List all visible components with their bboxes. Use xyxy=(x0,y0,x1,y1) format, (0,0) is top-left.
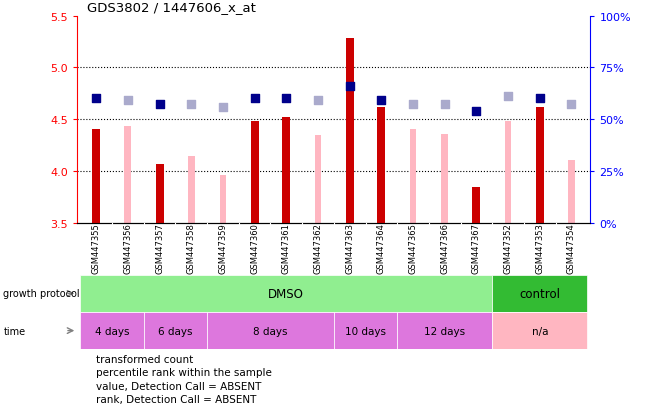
Text: GSM447358: GSM447358 xyxy=(187,223,196,273)
Point xyxy=(186,101,197,107)
Point xyxy=(123,98,134,104)
Bar xyxy=(493,313,587,349)
Bar xyxy=(315,135,321,223)
Bar xyxy=(568,161,575,223)
Bar xyxy=(282,118,291,223)
Bar xyxy=(188,157,195,223)
Text: growth protocol: growth protocol xyxy=(3,289,80,299)
Point xyxy=(281,96,292,102)
Point xyxy=(566,101,577,107)
Text: DMSO: DMSO xyxy=(268,287,304,300)
Text: GSM447352: GSM447352 xyxy=(504,223,513,273)
Bar xyxy=(536,107,544,223)
Text: transformed count: transformed count xyxy=(96,354,193,364)
Point xyxy=(344,83,355,90)
Text: GSM447361: GSM447361 xyxy=(282,223,291,273)
Text: GSM447363: GSM447363 xyxy=(345,222,354,273)
Bar xyxy=(493,275,587,312)
Text: GSM447366: GSM447366 xyxy=(440,222,449,273)
Text: GSM447359: GSM447359 xyxy=(219,223,227,273)
Bar xyxy=(377,107,385,223)
Text: value, Detection Call = ABSENT: value, Detection Call = ABSENT xyxy=(96,381,261,391)
Bar xyxy=(410,130,417,223)
Text: control: control xyxy=(519,287,560,300)
Bar xyxy=(207,313,334,349)
Bar xyxy=(505,122,511,223)
Bar xyxy=(346,39,354,223)
Bar xyxy=(397,313,493,349)
Bar xyxy=(144,313,207,349)
Text: 12 days: 12 days xyxy=(424,326,465,336)
Text: GSM447367: GSM447367 xyxy=(472,222,481,273)
Point xyxy=(249,96,260,102)
Text: GSM447364: GSM447364 xyxy=(377,223,386,273)
Text: time: time xyxy=(3,326,25,336)
Text: GSM447362: GSM447362 xyxy=(313,223,323,273)
Bar xyxy=(92,130,100,223)
Text: 6 days: 6 days xyxy=(158,326,193,336)
Point xyxy=(408,101,419,107)
Text: GSM447353: GSM447353 xyxy=(535,223,544,273)
Point xyxy=(217,104,228,111)
Bar xyxy=(156,164,164,223)
Text: GDS3802 / 1447606_x_at: GDS3802 / 1447606_x_at xyxy=(87,1,256,14)
Text: rank, Detection Call = ABSENT: rank, Detection Call = ABSENT xyxy=(96,394,256,404)
Bar xyxy=(251,122,258,223)
Bar xyxy=(219,176,226,223)
Point xyxy=(503,94,513,100)
Text: n/a: n/a xyxy=(531,326,548,336)
Point xyxy=(313,98,323,104)
Point xyxy=(154,101,165,107)
Text: percentile rank within the sample: percentile rank within the sample xyxy=(96,368,272,377)
Bar xyxy=(472,188,480,223)
Text: GSM447360: GSM447360 xyxy=(250,223,259,273)
Text: 10 days: 10 days xyxy=(345,326,386,336)
Bar xyxy=(125,127,132,223)
Text: GSM447357: GSM447357 xyxy=(155,223,164,273)
Text: GSM447356: GSM447356 xyxy=(123,223,132,273)
Bar xyxy=(81,275,493,312)
Point xyxy=(440,101,450,107)
Text: 8 days: 8 days xyxy=(253,326,288,336)
Bar xyxy=(334,313,397,349)
Bar xyxy=(442,134,448,223)
Point xyxy=(471,108,482,115)
Text: GSM447355: GSM447355 xyxy=(92,223,101,273)
Point xyxy=(91,96,101,102)
Point xyxy=(376,98,386,104)
Text: GSM447354: GSM447354 xyxy=(567,223,576,273)
Text: 4 days: 4 days xyxy=(95,326,130,336)
Bar xyxy=(81,313,144,349)
Point xyxy=(534,96,545,102)
Text: GSM447365: GSM447365 xyxy=(409,223,417,273)
